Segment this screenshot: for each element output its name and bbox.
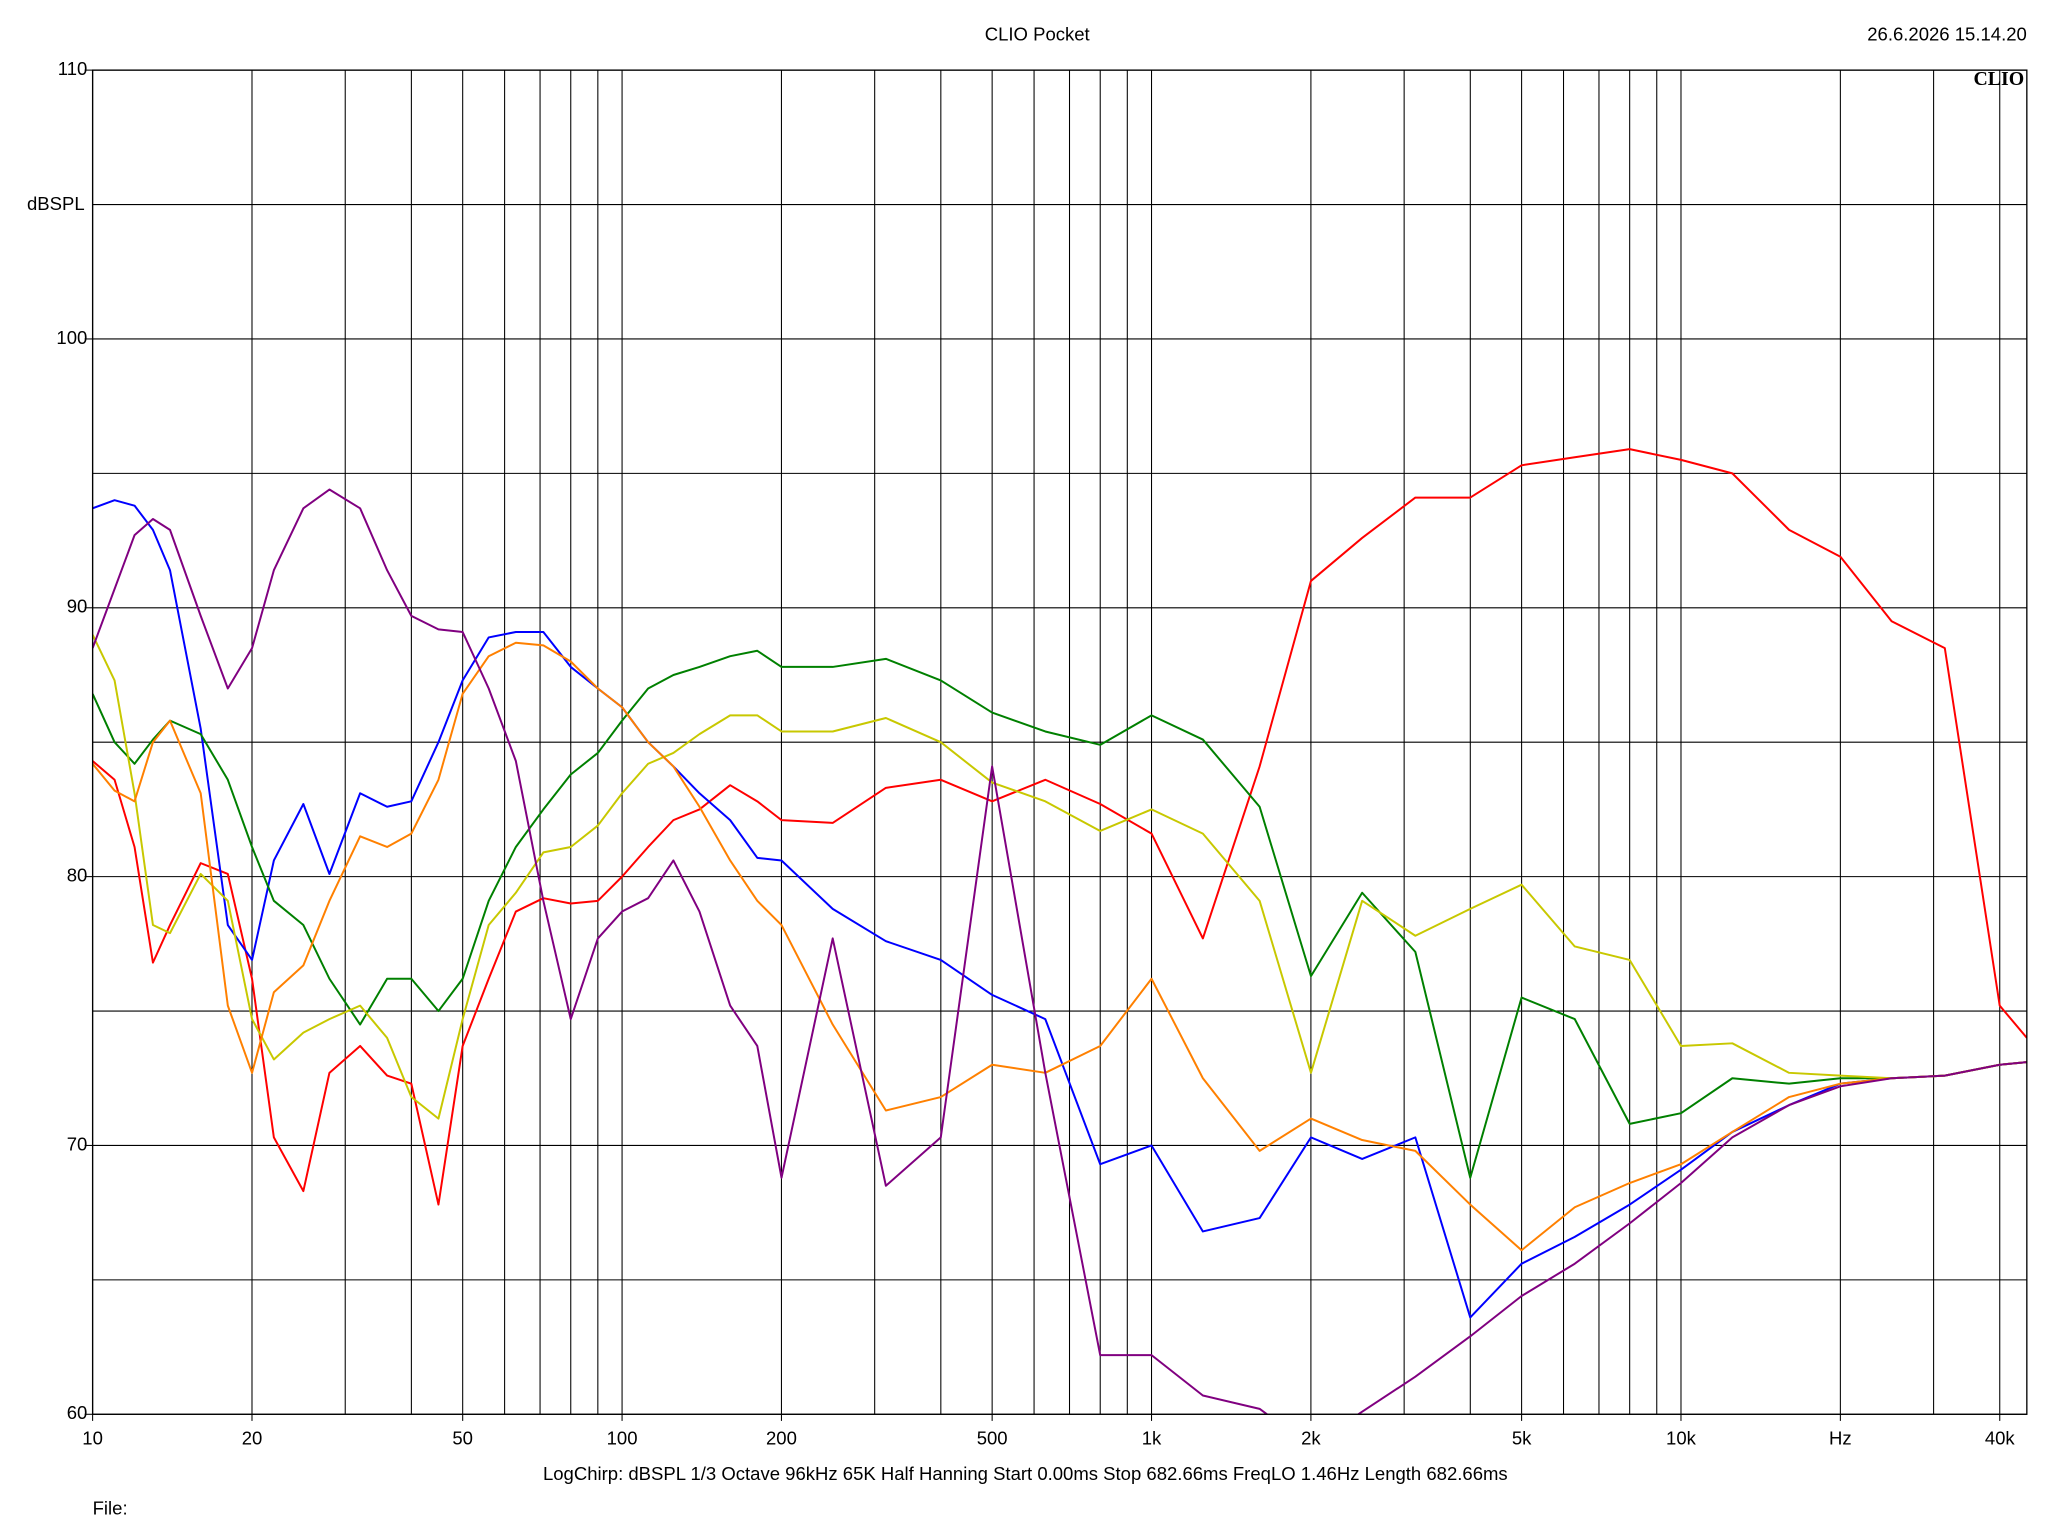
y-tick-label: 60 — [67, 1402, 88, 1423]
series-line — [92, 499, 2027, 1319]
x-tick-label: 50 — [452, 1427, 473, 1448]
series-line — [92, 641, 2027, 1252]
x-tick-label: 1k — [1142, 1427, 1162, 1448]
plot-lines — [92, 448, 2027, 1415]
x-tick-label: 2k — [1301, 1427, 1321, 1448]
x-tick-label: 10k — [1666, 1427, 1697, 1448]
y-tick-label: 100 — [56, 327, 87, 348]
file-label: File: — [93, 1497, 128, 1518]
x-tick-label: 10 — [82, 1427, 103, 1448]
x-tick-label: 500 — [977, 1427, 1008, 1448]
x-tick-label: 20 — [242, 1427, 263, 1448]
chart-title: CLIO Pocket — [985, 24, 1091, 45]
x-tick-label: 5k — [1512, 1427, 1532, 1448]
y-tick-label: 80 — [67, 865, 88, 886]
x-tick-label: Hz — [1829, 1427, 1852, 1448]
series-line — [92, 649, 2027, 1179]
timestamp: 26.6.2026 15.14.20 — [1867, 24, 2027, 45]
series-line — [92, 634, 2027, 1120]
series-line — [92, 448, 2027, 1206]
y-axis-label: dBSPL — [27, 193, 85, 214]
y-tick-label: 110 — [58, 58, 88, 79]
y-tick-label: 70 — [67, 1133, 88, 1154]
logo: CLIO — [1973, 68, 2024, 90]
series-line — [92, 488, 2027, 1415]
x-tick-label: 100 — [607, 1427, 638, 1448]
plot-frame — [91, 69, 2028, 1415]
y-tick-label: 90 — [67, 596, 88, 617]
x-tick-label: 40k — [1985, 1427, 2016, 1448]
x-tick-label: 200 — [766, 1427, 797, 1448]
footer: LogChirp: dBSPL 1/3 Octave 96kHz 65K Hal… — [543, 1463, 1508, 1484]
